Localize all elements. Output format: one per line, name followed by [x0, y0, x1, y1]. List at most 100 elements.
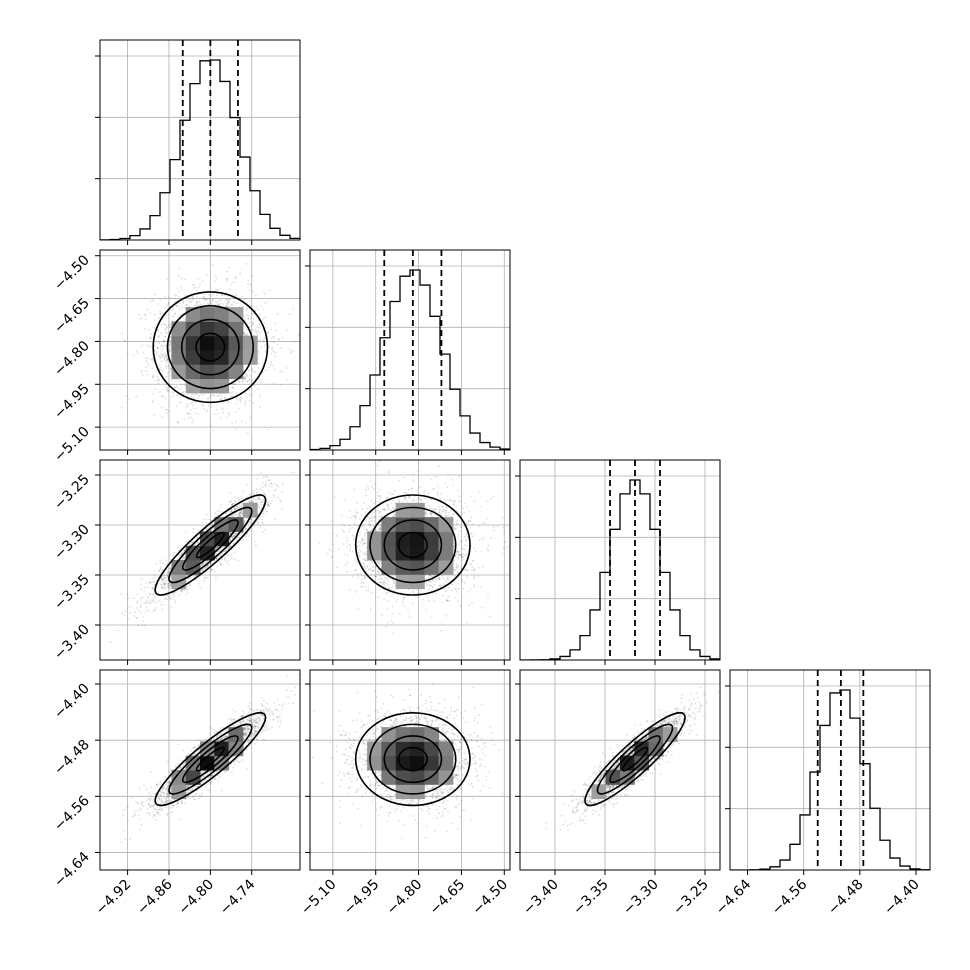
scatter-point — [239, 514, 242, 517]
scatter-point — [220, 398, 222, 400]
scatter-point — [176, 421, 179, 423]
scatter-point — [218, 561, 221, 563]
scatter-point — [166, 389, 169, 392]
scatter-point — [239, 381, 241, 383]
scatter-point — [244, 528, 247, 531]
scatter-point — [181, 558, 184, 561]
scatter-point — [171, 306, 174, 309]
scatter-point — [267, 332, 269, 335]
scatter-point — [217, 303, 220, 306]
scatter-point — [199, 303, 201, 305]
panel-content — [100, 460, 300, 660]
scatter-point — [258, 362, 260, 365]
scatter-point — [263, 302, 266, 305]
scatter-point — [195, 296, 198, 299]
scatter-point — [165, 563, 167, 566]
scatter-point — [166, 375, 169, 377]
scatter-point — [234, 532, 236, 535]
scatter-point — [151, 586, 154, 589]
scatter-point — [266, 476, 269, 479]
scatter-point — [205, 561, 208, 564]
scatter-point — [165, 356, 168, 359]
scatter-point — [174, 379, 177, 382]
scatter-point — [244, 373, 247, 375]
scatter-point — [225, 302, 228, 305]
scatter-point — [261, 499, 264, 502]
scatter-point — [151, 586, 154, 589]
scatter-point — [263, 492, 265, 495]
scatter-point — [173, 386, 175, 389]
scatter-point — [232, 535, 235, 537]
scatter-point — [249, 399, 251, 402]
scatter-point — [275, 484, 278, 487]
scatter-point — [165, 385, 168, 388]
scatter-point — [177, 554, 180, 557]
scatter-point — [136, 600, 139, 603]
scatter-point — [167, 302, 170, 305]
scatter-point — [161, 354, 164, 357]
density-cell — [242, 350, 258, 365]
scatter-point — [201, 403, 204, 406]
scatter-point — [250, 368, 253, 371]
scatter-point — [257, 498, 260, 501]
scatter-point — [140, 371, 142, 373]
scatter-point — [249, 374, 252, 377]
scatter-point — [210, 562, 213, 564]
scatter-point — [183, 390, 185, 393]
density-cell — [200, 378, 215, 394]
scatter-point — [222, 408, 224, 411]
scatter-point — [149, 581, 152, 584]
density-cell — [200, 364, 215, 380]
scatter-point — [151, 358, 154, 360]
scatter-point — [183, 418, 186, 420]
scatter-point — [245, 328, 248, 331]
scatter-point — [128, 618, 131, 621]
scatter-point — [237, 559, 240, 562]
scatter-point — [154, 388, 157, 391]
scatter-point — [233, 502, 236, 505]
scatter-point — [159, 299, 162, 302]
scatter-point — [149, 345, 152, 348]
scatter-point — [184, 307, 186, 309]
scatter-point — [158, 368, 161, 371]
scatter-point — [167, 363, 169, 366]
scatter-point — [139, 596, 142, 599]
scatter-point — [244, 376, 246, 378]
scatter-point — [262, 513, 265, 515]
scatter-point — [154, 345, 157, 348]
scatter-point — [144, 366, 147, 369]
scatter-point — [144, 602, 147, 604]
scatter-point — [220, 563, 223, 566]
scatter-point — [257, 497, 260, 500]
scatter-point — [201, 563, 203, 566]
scatter-point — [154, 576, 157, 579]
scatter-point — [218, 549, 221, 552]
scatter-point — [230, 504, 233, 506]
scatter-point — [170, 309, 173, 312]
density-cell — [214, 321, 230, 337]
scatter-point — [276, 313, 279, 316]
scatter-point — [250, 275, 253, 277]
scatter-point — [248, 289, 251, 292]
scatter-point — [235, 533, 238, 535]
scatter-point — [161, 395, 164, 398]
scatter-point — [147, 595, 150, 598]
scatter-point — [223, 396, 226, 398]
scatter-point — [166, 358, 169, 361]
scatter-point — [240, 395, 243, 398]
scatter-point — [252, 490, 255, 493]
scatter-point — [239, 511, 242, 513]
scatter-point — [221, 558, 223, 561]
scatter-point — [183, 556, 186, 559]
scatter-point — [183, 278, 186, 281]
scatter-point — [288, 348, 291, 351]
scatter-point — [227, 304, 230, 307]
scatter-point — [233, 496, 236, 499]
scatter-point — [269, 502, 272, 505]
scatter-point — [247, 318, 250, 320]
scatter-point — [245, 333, 248, 336]
scatter-point — [164, 583, 167, 585]
scatter-point — [279, 499, 282, 502]
scatter-point — [233, 383, 235, 386]
scatter-point — [203, 567, 206, 570]
